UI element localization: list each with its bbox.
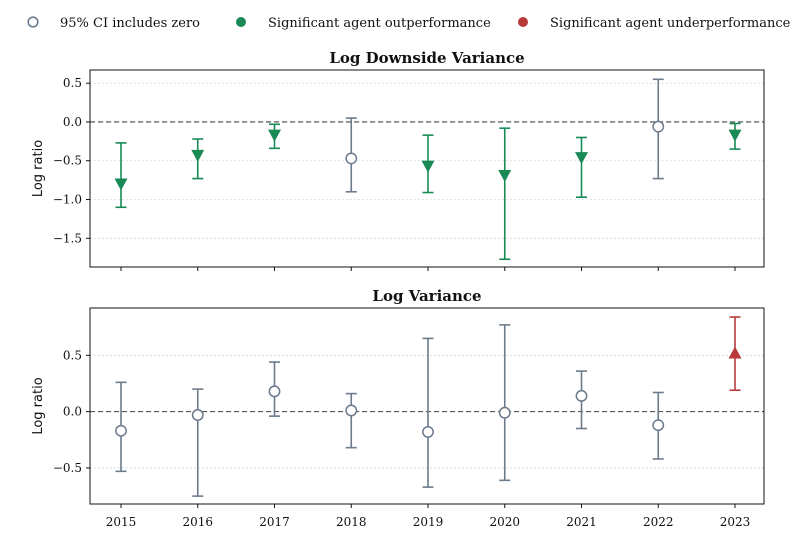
x-tick-label: 2016 xyxy=(182,515,213,529)
errorbar-2019 xyxy=(422,337,434,488)
legend-marker-2 xyxy=(518,17,528,27)
legend: 95% CI includes zero Significant agent ou… xyxy=(27,16,791,31)
point-2022 xyxy=(652,419,665,432)
point-2021 xyxy=(575,389,588,402)
y-tick-label: −1.5 xyxy=(53,231,82,245)
point-2018 xyxy=(345,152,358,165)
y-tick-label: 0.0 xyxy=(63,115,82,129)
y-tick-label: 0.5 xyxy=(63,348,82,362)
point-2023 xyxy=(728,346,742,359)
panel-log-variance: 0.5 0.0 −0.5 2015 2016 2017 2018 2019 2020 2021 20… xyxy=(31,287,765,529)
errorbar-2015 xyxy=(115,142,127,209)
y-tick-label: 0.0 xyxy=(63,405,82,419)
point-2015 xyxy=(114,178,128,191)
errorbar-2020 xyxy=(499,324,511,482)
y-tick-label: 0.5 xyxy=(63,76,82,90)
point-2017 xyxy=(268,129,281,142)
point-2020 xyxy=(498,169,512,182)
errorbar-2018 xyxy=(345,392,357,449)
plot-frame xyxy=(89,307,765,505)
point-2017 xyxy=(268,385,281,398)
errorbar-2021 xyxy=(576,136,587,198)
point-2022 xyxy=(652,120,665,133)
point-2018 xyxy=(345,404,358,417)
legend-marker-0 xyxy=(27,16,39,28)
plot-frame xyxy=(89,69,765,268)
legend-label-0: 95% CI includes zero xyxy=(60,16,200,31)
legend-marker-1 xyxy=(236,17,246,27)
y-tick-label: −0.5 xyxy=(53,461,82,475)
x-tick-label: 2018 xyxy=(336,515,367,529)
x-tick-label: 2015 xyxy=(106,515,137,529)
panel-log-downside-variance: 0.5 0.0 −0.5 −1.0 −1.5 Log Downside Variance L… xyxy=(31,49,765,271)
chart-title: Log Downside Variance xyxy=(329,49,524,67)
errorbar-2016 xyxy=(192,388,204,497)
point-2015 xyxy=(115,424,127,437)
legend-label-1: Significant agent outperformance xyxy=(268,16,491,31)
errorbar-2020 xyxy=(499,127,511,261)
y-axis-label: Log ratio xyxy=(31,140,46,197)
x-tick-label: 2022 xyxy=(643,515,674,529)
x-tick-label: 2017 xyxy=(259,515,290,529)
x-tick-label: 2020 xyxy=(489,515,520,529)
y-tick-label: −1.0 xyxy=(53,193,82,207)
point-2020 xyxy=(498,406,511,419)
x-tick-label: 2019 xyxy=(413,515,444,529)
legend-label-2: Significant agent underperformance xyxy=(550,16,791,31)
chart-title: Log Variance xyxy=(372,287,481,305)
point-2021 xyxy=(575,152,588,165)
point-2016 xyxy=(191,149,205,162)
x-tick-label: 2021 xyxy=(566,515,597,529)
y-axis-label: Log ratio xyxy=(31,377,46,434)
point-2019 xyxy=(422,425,434,438)
point-2016 xyxy=(191,409,204,421)
point-2023 xyxy=(728,129,742,142)
x-tick-label: 2023 xyxy=(720,515,751,529)
y-tick-label: −0.5 xyxy=(53,154,82,168)
point-2019 xyxy=(421,160,435,173)
